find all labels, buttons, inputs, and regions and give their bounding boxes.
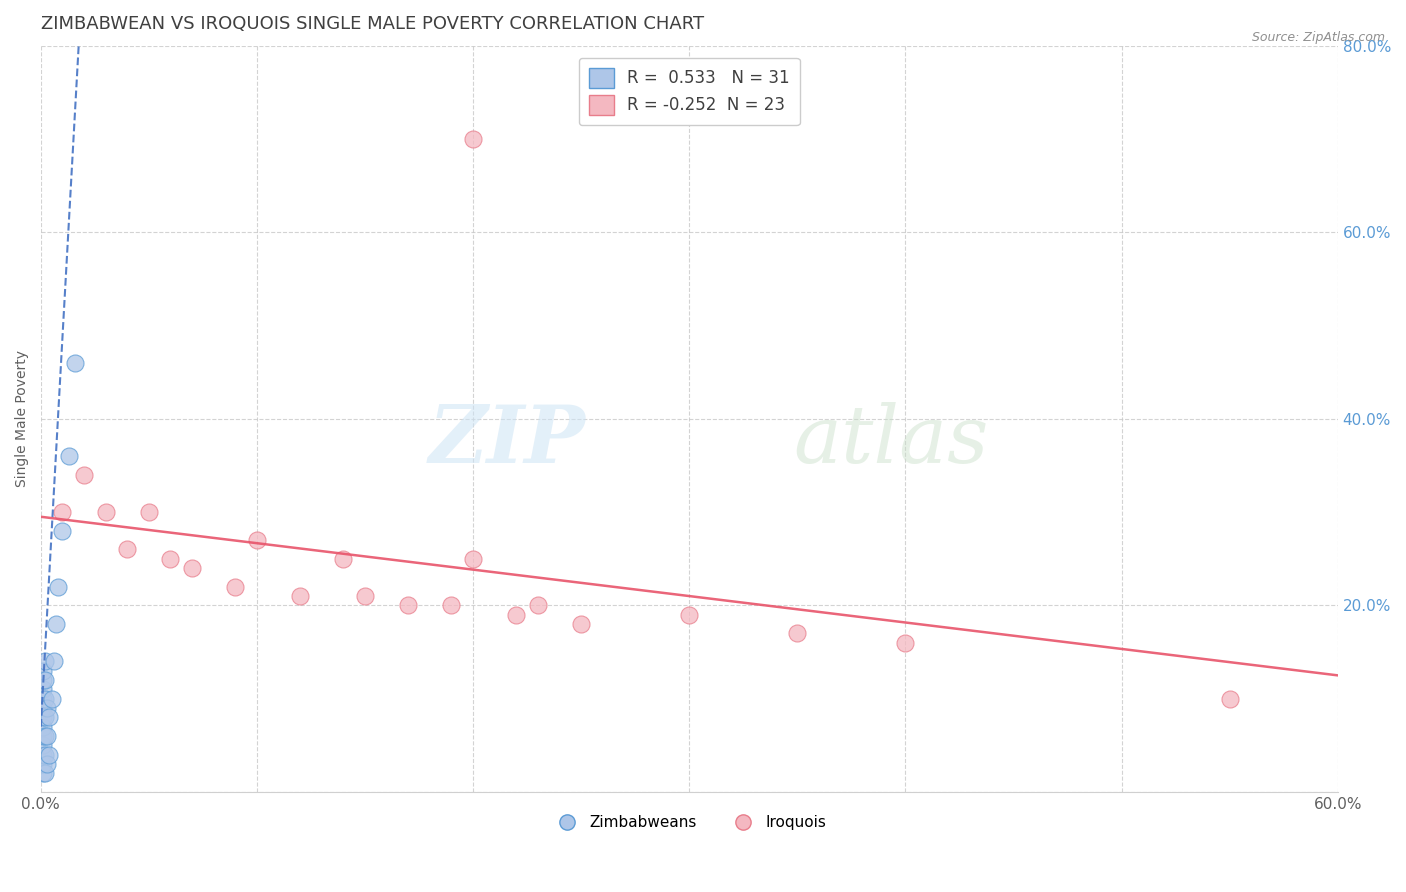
Point [32, 729, 55, 743]
Point [65, 356, 87, 370]
Point [32, 691, 55, 706]
Point [138, 505, 160, 519]
Text: Source: ZipAtlas.com: Source: ZipAtlas.com [1251, 31, 1385, 45]
Point [42, 654, 65, 668]
Point [45, 617, 67, 632]
Point [41, 691, 63, 706]
Point [46, 580, 69, 594]
Point [34, 710, 56, 724]
Point [1219, 691, 1241, 706]
Point [34, 654, 56, 668]
Point [58, 449, 80, 463]
Point [505, 607, 527, 622]
Point [288, 589, 311, 603]
Point [461, 551, 484, 566]
Point [73, 467, 96, 482]
Point [32, 756, 55, 771]
Text: ZIMBABWEAN VS IROQUOIS SINGLE MALE POVERTY CORRELATION CHART: ZIMBABWEAN VS IROQUOIS SINGLE MALE POVER… [41, 15, 704, 33]
Text: atlas: atlas [793, 402, 988, 480]
Point [32, 747, 55, 762]
Point [51, 505, 73, 519]
Point [224, 580, 246, 594]
Point [678, 607, 700, 622]
Point [440, 599, 463, 613]
Point [94, 505, 117, 519]
Point [246, 533, 269, 547]
Point [32, 710, 55, 724]
Y-axis label: Single Male Poverty: Single Male Poverty [15, 351, 30, 487]
Point [34, 673, 56, 687]
Point [34, 729, 56, 743]
Point [32, 664, 55, 678]
Point [569, 617, 592, 632]
Legend: Zimbabweans, Iroquois: Zimbabweans, Iroquois [546, 809, 832, 837]
Point [32, 682, 55, 697]
Point [38, 747, 60, 762]
Point [32, 701, 55, 715]
Point [396, 599, 419, 613]
Point [34, 747, 56, 762]
Point [38, 710, 60, 724]
Point [527, 599, 550, 613]
Point [37, 729, 59, 743]
Point [32, 739, 55, 753]
Point [34, 766, 56, 780]
Point [34, 691, 56, 706]
Point [786, 626, 808, 640]
Point [461, 132, 484, 146]
Text: ZIP: ZIP [429, 402, 585, 480]
Point [32, 673, 55, 687]
Point [332, 551, 354, 566]
Point [354, 589, 377, 603]
Point [894, 636, 917, 650]
Point [37, 756, 59, 771]
Point [37, 701, 59, 715]
Point [32, 766, 55, 780]
Point [32, 720, 55, 734]
Point [51, 524, 73, 538]
Point [117, 542, 139, 557]
Point [159, 551, 181, 566]
Point [181, 561, 204, 575]
